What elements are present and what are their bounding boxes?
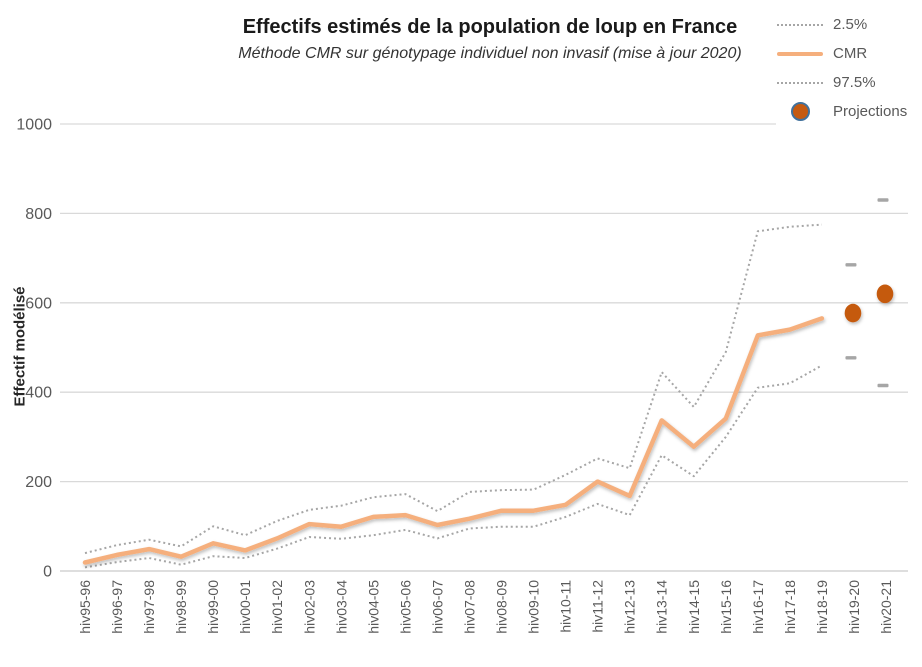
- projection-whisker-low-hiv19-20: [845, 356, 857, 360]
- chart-title: Effectifs estimés de la population de lo…: [242, 16, 738, 38]
- x-tick-label-hiv00-01: hiv00-01: [237, 580, 253, 634]
- projection-whisker-low-hiv20-21: [877, 383, 889, 388]
- x-tick-label-hiv16-17: hiv16-17: [750, 580, 766, 634]
- legend-item-2-5-percent: 2.5%: [776, 10, 920, 39]
- x-tick-label-hiv95-96: hiv95-96: [77, 580, 93, 634]
- x-tick-label-hiv01-02: hiv01-02: [269, 580, 285, 634]
- y-axis-title: Effectif modélisé: [11, 286, 29, 407]
- x-tick-label-hiv96-97: hiv96-97: [109, 580, 125, 634]
- dotted-line-icon: [776, 23, 824, 26]
- x-tick-label-hiv19-20: hiv19-20: [846, 580, 862, 634]
- y-tick-label-800: 800: [25, 206, 52, 223]
- projection-dot-hiv19-20: [844, 303, 862, 323]
- y-tick-label-400: 400: [25, 385, 52, 402]
- y-tick-label-1000: 1000: [16, 117, 52, 134]
- projection-whisker-high-hiv20-21: [877, 198, 889, 202]
- y-tick-label-0: 0: [43, 564, 52, 581]
- x-tick-label-hiv10-11: hiv10-11: [558, 580, 574, 633]
- x-tick-label-hiv14-15: hiv14-15: [686, 580, 702, 634]
- series-line-97-5-: [84, 223, 822, 555]
- x-tick-label-hiv98-99: hiv98-99: [173, 580, 189, 634]
- x-tick-label-hiv08-09: hiv08-09: [494, 580, 510, 634]
- x-tick-label-hiv05-06: hiv05-06: [397, 580, 413, 634]
- chart-subtitle: Méthode CMR sur génotypage individuel no…: [238, 45, 742, 62]
- projection-dot-icon: [776, 102, 824, 121]
- y-tick-label-600: 600: [25, 295, 52, 312]
- x-tick-label-hiv97-98: hiv97-98: [141, 580, 157, 634]
- x-tick-label-hiv02-03: hiv02-03: [301, 580, 317, 634]
- title-block: Effectifs estimés de la population de lo…: [145, 16, 835, 63]
- legend-label: CMR: [833, 45, 868, 62]
- x-tick-label-hiv09-10: hiv09-10: [526, 580, 542, 634]
- x-tick-label-hiv03-04: hiv03-04: [333, 580, 349, 634]
- x-tick-label-hiv04-05: hiv04-05: [365, 580, 381, 634]
- x-tick-label-hiv07-08: hiv07-08: [461, 580, 477, 634]
- series-line-cmr: [82, 316, 825, 565]
- legend-item-projections: Projections: [776, 97, 920, 126]
- x-tick-label-hiv18-19: hiv18-19: [814, 580, 830, 634]
- x-tick-label-hiv13-14: hiv13-14: [654, 580, 670, 634]
- chart-legend: 2.5% CMR 97.5% Projections: [776, 8, 920, 128]
- legend-label: 97.5%: [833, 74, 876, 91]
- x-tick-label-hiv20-21: hiv20-21: [878, 580, 894, 634]
- legend-item-97-5-percent: 97.5%: [776, 68, 920, 97]
- projection-dot-hiv20-21: [876, 284, 894, 304]
- solid-line-icon: [776, 51, 824, 56]
- x-tick-label-hiv11-12: hiv11-12: [590, 580, 606, 633]
- x-tick-label-hiv12-13: hiv12-13: [622, 580, 638, 634]
- y-tick-label-200: 200: [25, 474, 52, 491]
- x-tick-label-hiv17-18: hiv17-18: [782, 580, 798, 634]
- series-line-2-5-: [84, 364, 823, 569]
- x-tick-label-hiv15-16: hiv15-16: [718, 580, 734, 634]
- x-tick-label-hiv06-07: hiv06-07: [429, 580, 445, 634]
- x-tick-label-hiv99-00: hiv99-00: [205, 580, 221, 634]
- legend-item-cmr: CMR: [776, 39, 920, 68]
- legend-label: Projections: [833, 103, 908, 120]
- legend-label: 2.5%: [833, 16, 868, 33]
- dotted-line-icon: [776, 81, 824, 84]
- projection-whisker-high-hiv19-20: [845, 263, 857, 267]
